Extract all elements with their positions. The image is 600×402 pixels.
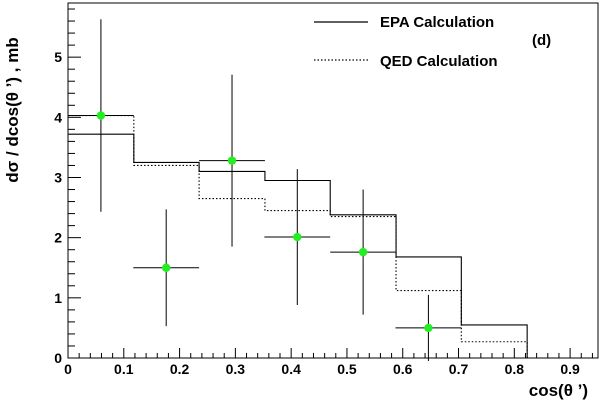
legend-epa-label: EPA Calculation <box>380 14 494 31</box>
data-marker <box>293 232 302 242</box>
y-tick-label: 0 <box>54 350 62 366</box>
y-tick-label: 3 <box>54 169 62 185</box>
x-tick-label: 0.8 <box>505 361 525 377</box>
data-point <box>68 19 134 212</box>
y-tick-label: 5 <box>54 49 62 65</box>
x-tick-label: 0.7 <box>449 361 469 377</box>
x-axis-title: cos(θ ’) <box>529 381 588 400</box>
data-point <box>330 189 397 315</box>
data-marker <box>227 156 237 165</box>
panel-label: (d) <box>532 32 551 49</box>
data-marker <box>424 323 433 333</box>
y-tick-label: 1 <box>54 290 62 306</box>
data-point <box>133 209 200 327</box>
x-tick-label: 0.4 <box>281 361 301 377</box>
x-tick-label: 0.9 <box>560 361 580 377</box>
epa-histogram-line <box>68 133 528 358</box>
data-point <box>199 74 265 247</box>
data-point <box>264 169 331 306</box>
x-tick-label: 0.1 <box>114 361 134 377</box>
data-point <box>395 294 462 362</box>
qed-histogram-line <box>68 114 528 358</box>
data-marker <box>96 111 106 120</box>
data-marker <box>358 247 368 257</box>
x-tick-label: 0.5 <box>337 361 357 377</box>
data-marker <box>161 263 171 272</box>
y-axis-title: dσ / dcos(θ ’) , mb <box>3 37 22 183</box>
x-tick-label: 0.6 <box>393 361 413 377</box>
y-tick-label: 4 <box>54 109 62 125</box>
plot-frame <box>67 2 599 359</box>
y-tick-label: 2 <box>54 230 62 246</box>
x-tick-label: 0.3 <box>226 361 246 377</box>
legend-qed-label: QED Calculation <box>380 53 498 70</box>
x-tick-label: 0 <box>64 361 72 377</box>
x-tick-label: 0.2 <box>170 361 190 377</box>
